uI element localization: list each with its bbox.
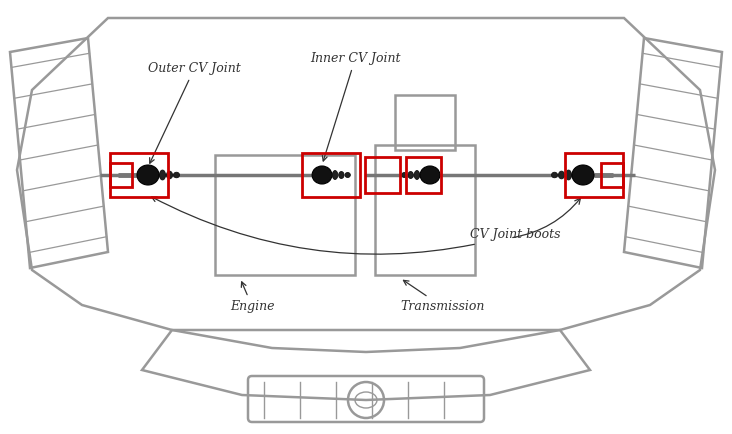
- Bar: [110, 163, 132, 187]
- Ellipse shape: [339, 171, 344, 178]
- Bar: [375, 145, 475, 275]
- Text: Outer CV Joint: Outer CV Joint: [148, 62, 241, 163]
- Bar: [365, 157, 400, 193]
- Ellipse shape: [345, 172, 351, 178]
- Ellipse shape: [566, 170, 572, 180]
- Text: Engine: Engine: [230, 282, 274, 313]
- Ellipse shape: [166, 171, 173, 179]
- Bar: [395, 95, 455, 150]
- Ellipse shape: [332, 171, 337, 179]
- Ellipse shape: [408, 171, 414, 178]
- Ellipse shape: [420, 166, 440, 184]
- Ellipse shape: [160, 170, 165, 180]
- Bar: [215, 155, 355, 275]
- Bar: [110, 153, 168, 197]
- Ellipse shape: [414, 171, 419, 179]
- Ellipse shape: [559, 171, 564, 179]
- Ellipse shape: [137, 165, 159, 185]
- Ellipse shape: [173, 172, 179, 178]
- Bar: [302, 153, 360, 197]
- Text: Inner CV Joint: Inner CV Joint: [310, 52, 400, 161]
- Bar: [601, 163, 623, 187]
- Bar: [565, 153, 623, 197]
- Text: Transmission: Transmission: [400, 280, 485, 313]
- Ellipse shape: [312, 166, 332, 184]
- Ellipse shape: [572, 165, 594, 185]
- Bar: [406, 157, 441, 193]
- Text: CV Joint boots: CV Joint boots: [152, 197, 561, 254]
- Ellipse shape: [402, 172, 407, 178]
- Ellipse shape: [551, 172, 558, 178]
